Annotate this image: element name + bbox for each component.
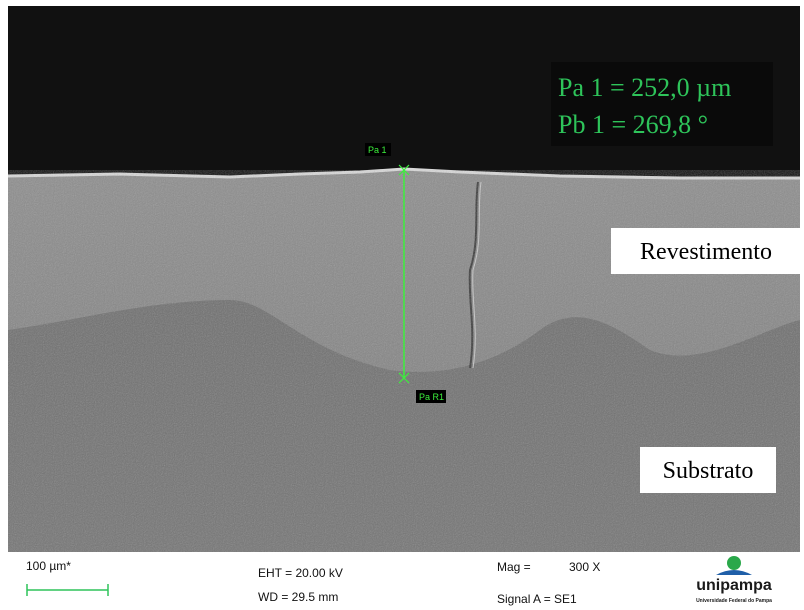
mag-label: Mag = xyxy=(497,560,531,574)
scale-bar xyxy=(27,584,108,596)
scale-label: 100 µm* xyxy=(26,559,71,573)
readout-line: Pb 1 = 269,8 ° xyxy=(558,110,708,139)
eht: EHT = 20.00 kV xyxy=(258,566,343,580)
sem-screenshot: Pa 1 = 252,0 µm Pb 1 = 269,8 ° Pa 1 Pa R… xyxy=(0,0,804,610)
logo-icon xyxy=(716,570,752,575)
signal: Signal A = SE1 xyxy=(497,592,577,606)
wd: WD = 29.5 mm xyxy=(258,590,338,604)
info-bar: 100 µm* EHT = 20.00 kV WD = 29.5 mm Mag … xyxy=(26,556,772,606)
region-label: Revestimento xyxy=(640,239,772,265)
readout-line: Pa 1 = 252,0 µm xyxy=(558,73,731,102)
mag-value: 300 X xyxy=(569,560,600,574)
region-label: Substrato xyxy=(663,458,754,484)
measure-end-label: Pa R1 xyxy=(419,392,444,402)
logo: unipampa xyxy=(696,577,772,594)
logo-icon xyxy=(727,556,741,570)
logo-subtitle: Universidade Federal do Pampa xyxy=(696,598,772,604)
measure-start-label: Pa 1 xyxy=(368,145,387,155)
